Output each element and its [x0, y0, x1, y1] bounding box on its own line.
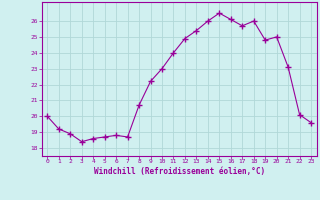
X-axis label: Windchill (Refroidissement éolien,°C): Windchill (Refroidissement éolien,°C)	[94, 167, 265, 176]
